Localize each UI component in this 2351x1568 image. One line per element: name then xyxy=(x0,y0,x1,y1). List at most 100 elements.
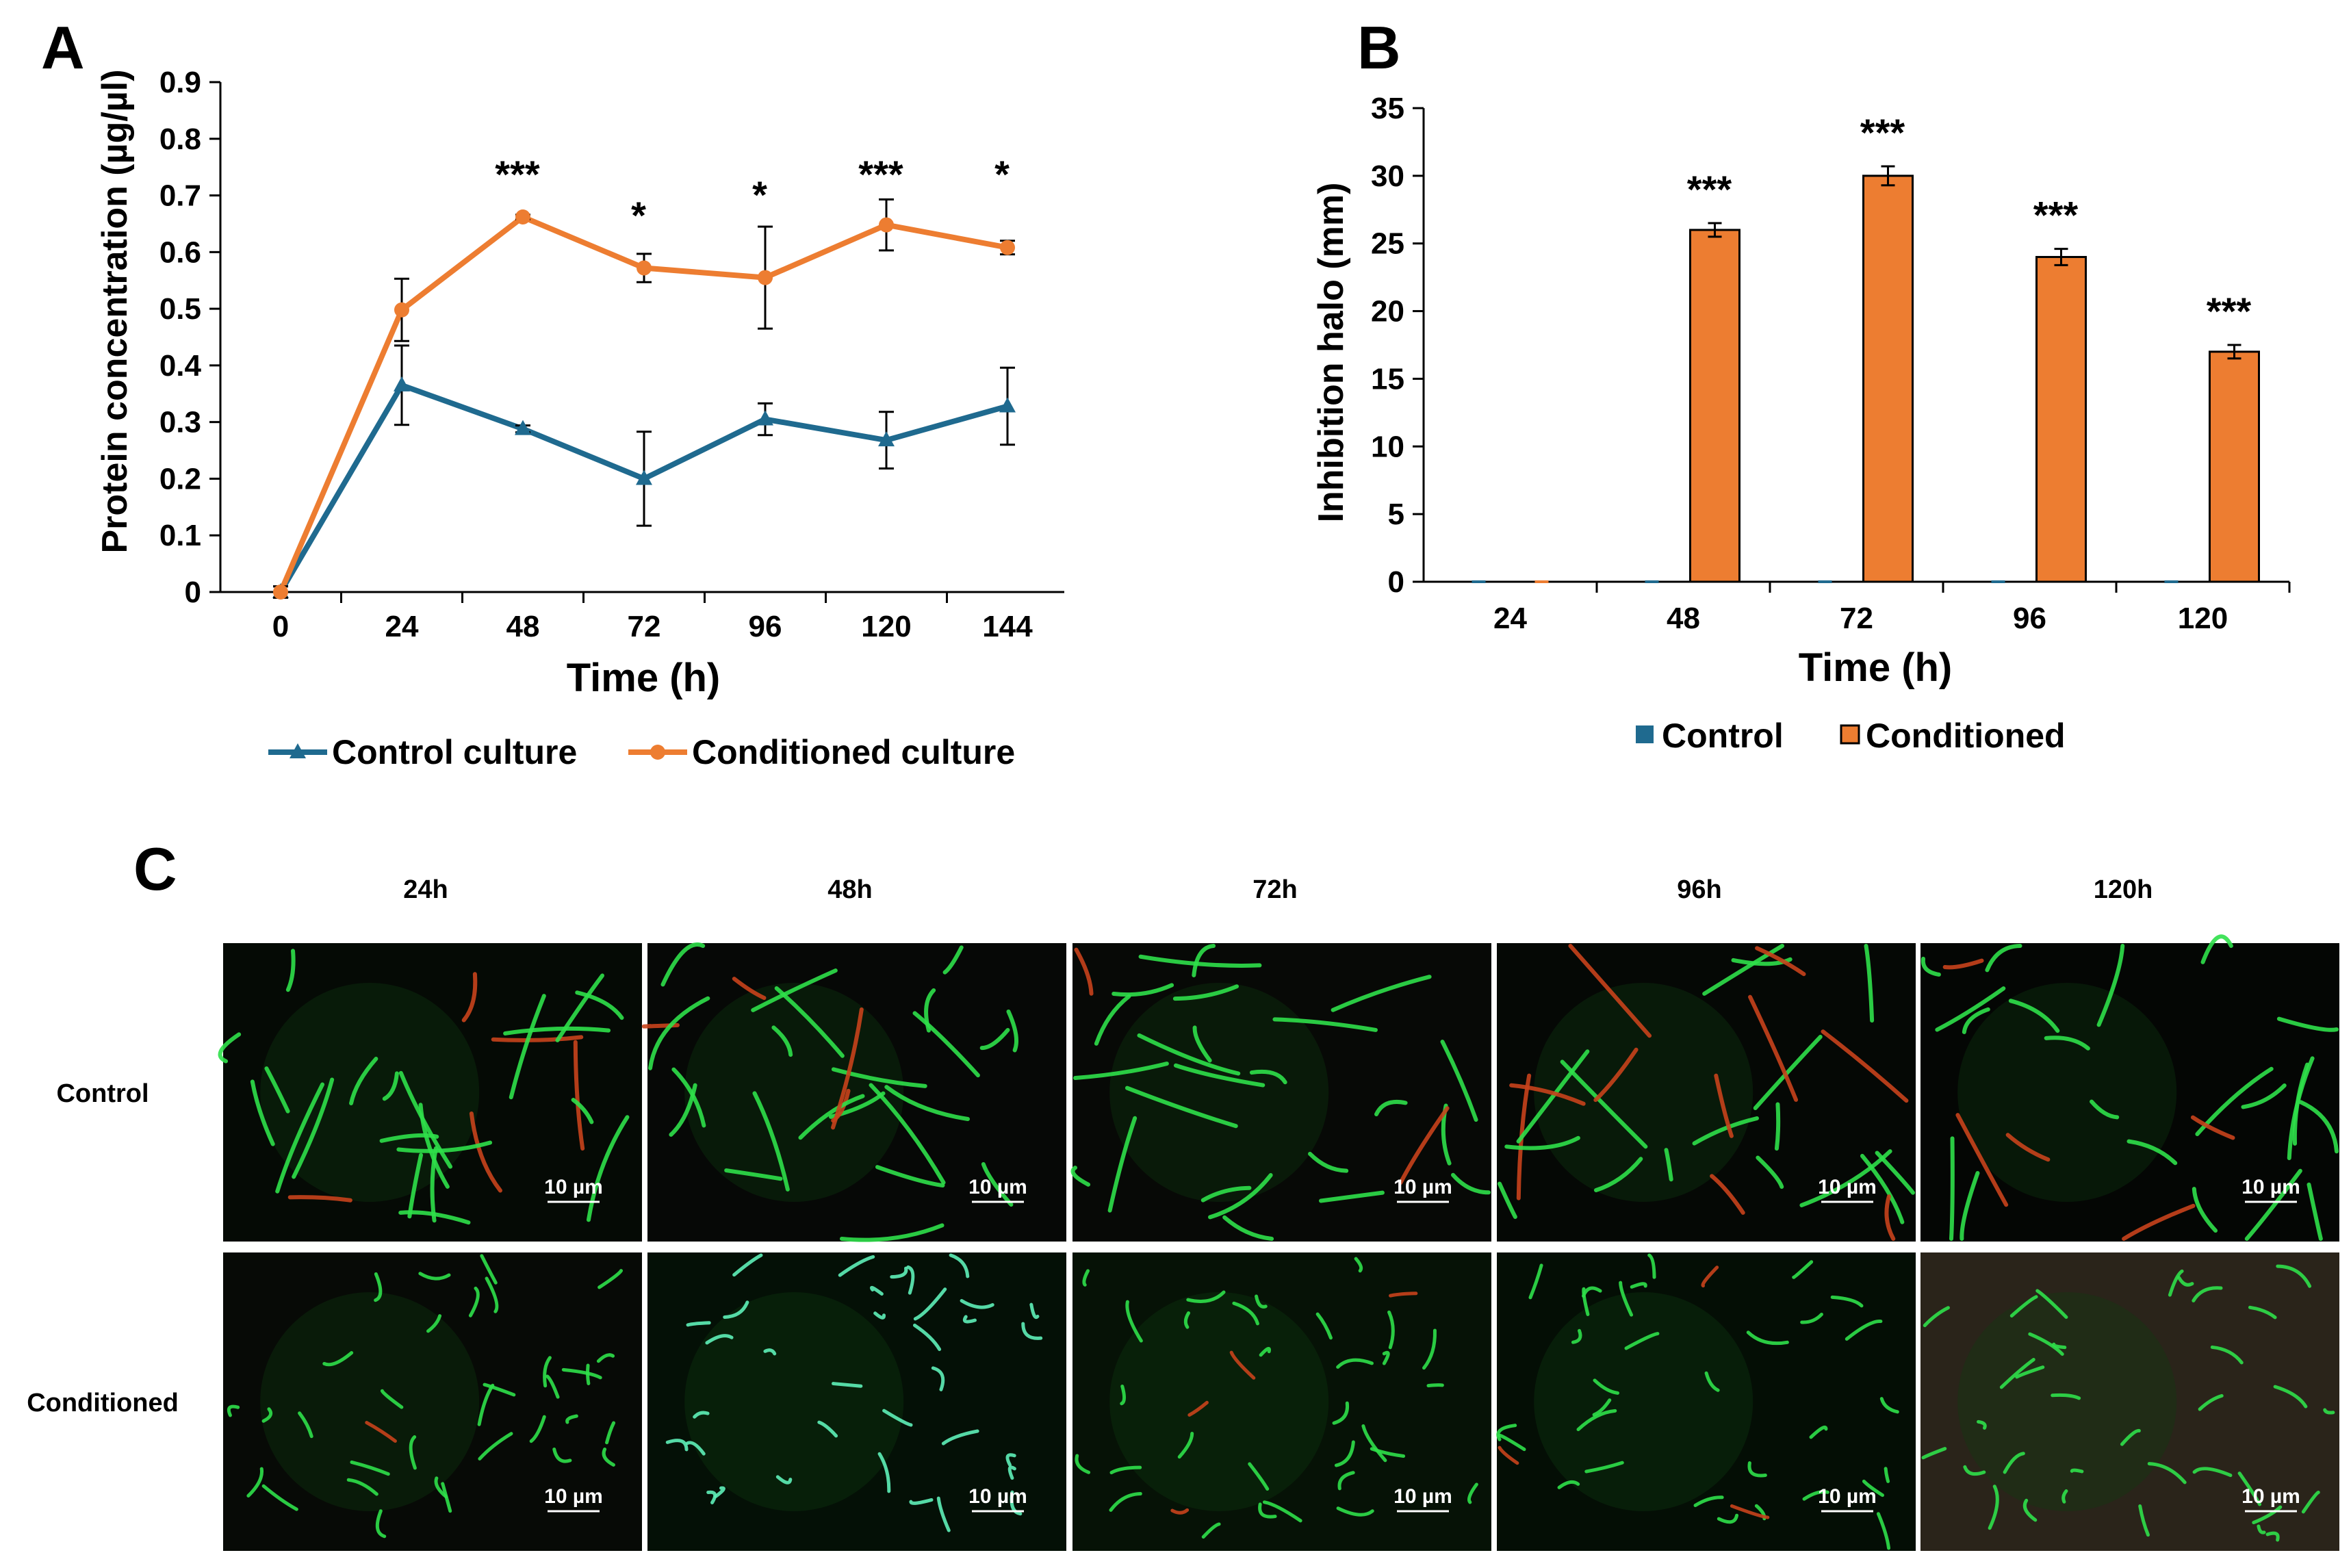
bacterial-filament xyxy=(1010,1490,1023,1516)
panel-b-y-tick-label: 30 xyxy=(1371,159,1404,193)
bacterial-filament xyxy=(1498,1433,1526,1452)
bacterial-filament xyxy=(771,1025,793,1057)
bacterial-filament xyxy=(1094,994,1131,1046)
bacterial-filament xyxy=(1229,1350,1256,1380)
bacterial-filament xyxy=(2265,1531,2280,1542)
error-bar xyxy=(2054,248,2068,266)
data-point xyxy=(636,470,652,485)
bacterial-filament xyxy=(838,1255,875,1277)
bacterial-filament xyxy=(1830,1295,1864,1308)
bacterial-filament xyxy=(648,996,710,1070)
bacterial-filament xyxy=(913,1287,947,1321)
panel-a-y-tick-label: 0.9 xyxy=(159,66,201,99)
bacterial-filament xyxy=(1272,1017,1378,1032)
bacterial-filament xyxy=(2192,1286,2223,1302)
panel-b-letter: B xyxy=(1357,14,1401,81)
bacterial-filament xyxy=(543,1356,552,1388)
legend-swatch-control-culture xyxy=(268,743,327,758)
bacterial-filament xyxy=(1576,1409,1617,1432)
bacterial-filament xyxy=(798,1094,865,1140)
micrograph-control-48h: 10 µm xyxy=(641,942,1066,1242)
legend-swatch-conditioned-culture xyxy=(628,745,687,760)
bacterial-filament xyxy=(877,1452,891,1493)
bacterial-filament xyxy=(1714,1073,1734,1138)
bacterial-filament xyxy=(2044,1036,2090,1051)
bacterial-filament xyxy=(1571,1328,1582,1344)
data-point xyxy=(879,217,894,233)
bacterial-filament xyxy=(2122,1203,2196,1241)
column-label-96h: 96h xyxy=(1677,875,1721,904)
data-point xyxy=(394,376,410,391)
data-point xyxy=(878,431,895,447)
bacterial-filament xyxy=(1467,1482,1478,1504)
legend-label-conditioned-culture: Conditioned culture xyxy=(692,733,1015,771)
bacterial-filament xyxy=(1756,1155,1784,1189)
bacterial-filament xyxy=(380,1389,404,1409)
bacterial-filament xyxy=(2252,1505,2283,1525)
bacterial-filament xyxy=(292,1077,335,1179)
bacterial-filament xyxy=(1112,983,1174,997)
panel-a-y-tick-label: 0.2 xyxy=(159,462,201,496)
significance-marker: * xyxy=(752,173,767,216)
bacterial-filament xyxy=(1422,1328,1437,1370)
data-point xyxy=(757,410,773,426)
bacterial-filament xyxy=(469,1111,502,1193)
bacterial-filament xyxy=(1821,1029,1909,1103)
bacterial-filament xyxy=(1717,1513,1739,1524)
bacterial-filament xyxy=(1192,944,1216,977)
bacterial-filament xyxy=(669,1083,697,1137)
bacterial-filament xyxy=(1029,1302,1040,1320)
bacterial-filament xyxy=(246,1467,264,1498)
bacterial-filament xyxy=(949,1253,970,1278)
scale-bar-label: 10 µm xyxy=(968,1485,1027,1508)
bacterial-filament xyxy=(705,1334,734,1345)
bacterial-filament xyxy=(2070,1468,2084,1474)
bacterial-filament xyxy=(706,1490,717,1504)
bacterial-filament xyxy=(565,1414,578,1424)
fluorescence-haze xyxy=(1109,1292,1329,1511)
bacterial-filament xyxy=(724,1168,783,1181)
significance-marker: * xyxy=(631,194,646,237)
bacterial-filament xyxy=(1370,1447,1406,1458)
bacterial-filament xyxy=(2192,1467,2233,1478)
micrograph-background xyxy=(1072,1252,1491,1551)
bacterial-filament xyxy=(936,1496,951,1532)
bacterial-filament xyxy=(2035,1289,2068,1319)
bacterial-filament xyxy=(2120,1428,2141,1446)
bacterial-filament xyxy=(1647,1253,1656,1279)
bacterial-filament xyxy=(1845,1320,1883,1341)
bacterial-filament xyxy=(1249,1069,1287,1085)
micrograph-conditioned-48h: 10 µm xyxy=(647,1252,1066,1551)
bacterial-filament xyxy=(298,1411,313,1439)
bacterial-filament xyxy=(1730,1504,1770,1519)
bacterial-filament xyxy=(1120,1385,1127,1406)
bacterial-filament xyxy=(1398,1106,1450,1185)
panel-b-legend: Control Conditioned xyxy=(1636,717,2066,755)
panel-a-legend: Control culture Conditioned culture xyxy=(268,733,1015,771)
data-point xyxy=(273,584,288,600)
bacterial-filament xyxy=(1426,1383,1444,1388)
bacterial-filament xyxy=(732,977,767,1001)
bacterial-filament xyxy=(1125,1300,1143,1343)
bacterial-filament xyxy=(2244,1168,2302,1241)
panel-b-y-tick-labels: 0 5 10 15 20 25 30 35 xyxy=(1371,92,1404,599)
bacterial-filament xyxy=(1073,1062,1169,1081)
bacterial-filament xyxy=(1451,1172,1491,1195)
error-bar xyxy=(1881,165,1895,187)
panel-a-y-tick-label: 0.8 xyxy=(159,123,201,156)
panel-a-y-tick-label: 0.1 xyxy=(159,519,201,552)
bacterial-filament xyxy=(1584,1461,1624,1474)
panel-b-bars xyxy=(1472,165,2260,583)
bacterial-filament xyxy=(1630,1282,1647,1289)
bacterial-filament xyxy=(322,1351,354,1367)
micrograph-background xyxy=(223,1252,642,1551)
bacterial-filament xyxy=(509,994,546,1100)
bacterial-filament xyxy=(1337,1471,1355,1491)
panel-b-y-tick-label: 0 xyxy=(1388,565,1404,599)
fluorescence-haze xyxy=(260,1292,480,1511)
bacterial-filament xyxy=(831,1067,927,1088)
bacterial-filament xyxy=(1528,1263,1543,1300)
bacterial-filament xyxy=(2190,1115,2235,1140)
panel-a-y-tick-label: 0.5 xyxy=(159,292,201,326)
bacterial-filament xyxy=(485,1276,499,1313)
